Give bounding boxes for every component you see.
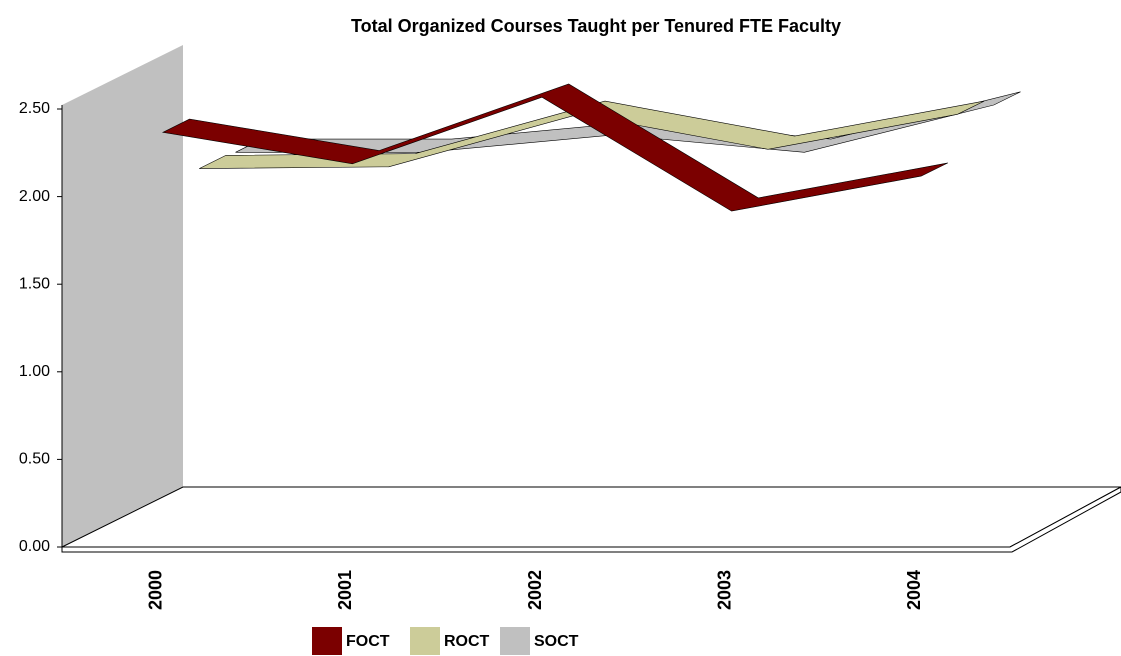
y-tick-label: 2.00 <box>19 188 50 205</box>
y-tick-label: 1.00 <box>19 363 50 380</box>
x-tick-label: 2000 <box>146 570 166 610</box>
x-tick-label: 2004 <box>904 570 924 610</box>
legend-label: SOCT <box>534 633 579 650</box>
y-tick-label: 0.00 <box>19 538 50 555</box>
chart-title: Total Organized Courses Taught per Tenur… <box>351 16 841 36</box>
y-tick-label: 0.50 <box>19 451 50 468</box>
legend-label: ROCT <box>444 633 490 650</box>
y-tick-label: 1.50 <box>19 275 50 292</box>
legend-swatch <box>500 627 530 655</box>
legend-label: FOCT <box>346 633 390 650</box>
series-ribbon <box>161 83 949 212</box>
legend-swatch <box>410 627 440 655</box>
x-tick-label: 2001 <box>335 570 355 610</box>
y-tick-label: 2.50 <box>19 100 50 117</box>
x-tick-label: 2002 <box>525 570 545 610</box>
floor <box>61 486 1121 548</box>
x-tick-label: 2003 <box>714 570 734 610</box>
back-wall <box>62 45 183 547</box>
legend-swatch <box>312 627 342 655</box>
